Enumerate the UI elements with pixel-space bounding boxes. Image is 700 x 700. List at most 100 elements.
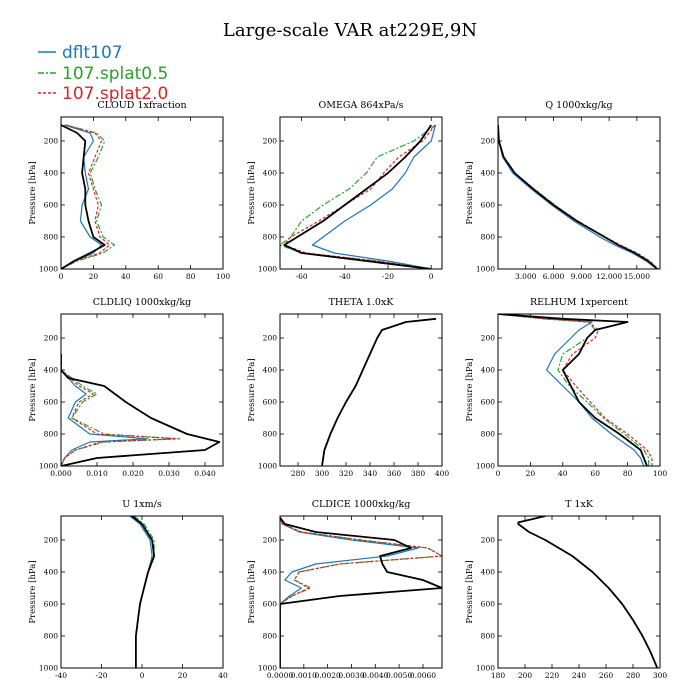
series-line-splat20 <box>517 516 658 668</box>
y-tick-label: 600 <box>481 600 496 609</box>
series-line-dflt107 <box>280 517 419 668</box>
y-tick-label: 400 <box>481 568 496 577</box>
series-line-dflt107 <box>321 318 437 466</box>
series-line-dflt107 <box>129 516 153 668</box>
plot-frame <box>279 116 443 270</box>
panel-title: Q 1000xkg/kg <box>545 100 612 111</box>
series-line-splat05 <box>498 124 659 269</box>
plot-frame <box>497 515 661 669</box>
x-tick-label: 0.030 <box>158 469 180 478</box>
x-tick-label: -60 <box>296 272 308 281</box>
x-tick-label: 20 <box>178 671 188 680</box>
x-tick-label: 60 <box>153 272 163 281</box>
x-tick-label: 0.0020 <box>315 671 341 680</box>
x-tick-label: 300 <box>315 469 330 478</box>
y-tick-label: 200 <box>44 137 59 146</box>
x-tick-label: 360 <box>387 469 402 478</box>
y-tick-label: 400 <box>44 169 59 178</box>
series-line-splat05 <box>517 516 658 668</box>
x-tick-label: 260 <box>599 671 614 680</box>
y-tick-label: 1000 <box>39 664 58 673</box>
x-tick-label: 200 <box>518 671 533 680</box>
panel-7: CLDICE 1000xkg/kg Pressure [hPa] 200 400 600… <box>247 499 443 680</box>
y-tick-label: 1000 <box>39 462 58 471</box>
y-tick-label: 800 <box>481 430 496 439</box>
y-tick-label: 600 <box>44 201 59 210</box>
series-line-splat20 <box>61 124 111 269</box>
y-tick-label: 1000 <box>258 462 277 471</box>
x-tick-label: 9.000 <box>571 272 593 281</box>
y-tick-label: 400 <box>263 169 278 178</box>
x-tick-label: 400 <box>435 469 450 478</box>
y-tick-label: 800 <box>481 632 496 641</box>
y-tick-label: 800 <box>44 430 59 439</box>
panel-1: OMEGA 864xPa/s Pressure [hPa] 200 400 600 800… <box>247 100 443 281</box>
series-line-dflt107 <box>498 314 645 466</box>
series-group <box>280 517 442 668</box>
x-tick-label: 340 <box>363 469 378 478</box>
y-tick-label: 1000 <box>476 664 495 673</box>
series-line-control <box>280 517 442 668</box>
plot-frame <box>497 116 661 270</box>
y-tick-label: 200 <box>481 334 496 343</box>
series-line-control <box>283 124 432 269</box>
y-tick-label: 400 <box>263 366 278 375</box>
x-tick-label: 280 <box>626 671 641 680</box>
series-line-control <box>131 516 156 668</box>
panel-title: U 1xm/s <box>122 499 162 510</box>
series-line-dflt107 <box>61 124 103 269</box>
series-line-control <box>498 124 658 269</box>
legend-label: dflt107 <box>62 43 123 63</box>
plot-frame <box>497 313 661 467</box>
plot-frame <box>60 515 224 669</box>
y-axis-label: Pressure [hPa] <box>28 358 38 421</box>
y-tick-label: 600 <box>481 398 496 407</box>
series-group <box>321 317 437 466</box>
series-line-dflt107 <box>517 516 658 668</box>
y-tick-label: 600 <box>263 201 278 210</box>
figure-title: Large-scale VAR at229E,9N <box>223 20 477 41</box>
y-tick-label: 200 <box>481 137 496 146</box>
series-group <box>280 124 437 269</box>
series-line-splat05 <box>321 318 437 466</box>
x-tick-label: 12.000 <box>596 272 622 281</box>
y-tick-label: 400 <box>481 366 496 375</box>
panel-title: RELHUM 1xpercent <box>530 297 628 308</box>
y-tick-label: 1000 <box>476 462 495 471</box>
series-line-dflt107 <box>498 124 658 269</box>
y-tick-label: 600 <box>44 398 59 407</box>
y-tick-label: 400 <box>481 169 496 178</box>
series-line-dflt107 <box>61 354 148 466</box>
y-tick-label: 800 <box>263 430 278 439</box>
y-tick-label: 200 <box>263 137 278 146</box>
series-line-control <box>61 354 221 466</box>
y-tick-label: 800 <box>44 632 59 641</box>
y-tick-label: 200 <box>263 536 278 545</box>
y-axis-label: Pressure [hPa] <box>247 560 257 623</box>
x-tick-label: 0 <box>140 671 145 680</box>
x-tick-label: 0 <box>59 272 64 281</box>
y-axis-label: Pressure [hPa] <box>465 560 475 623</box>
series-line-control <box>321 317 437 466</box>
y-axis-label: Pressure [hPa] <box>28 161 38 224</box>
x-tick-label: 0.020 <box>122 469 144 478</box>
panel-3: CLDLIQ 1000xkg/kg Pressure [hPa] 200 400 600… <box>28 297 224 478</box>
panel-2: Q 1000xkg/kg Pressure [hPa] 200 400 600 800 10… <box>465 100 661 281</box>
x-tick-label: -20 <box>95 671 107 680</box>
series-line-splat05 <box>61 354 181 466</box>
x-tick-label: 0.0000 <box>267 671 293 680</box>
y-tick-label: 600 <box>44 600 59 609</box>
y-tick-label: 200 <box>44 536 59 545</box>
panel-title: CLDICE 1000xkg/kg <box>312 499 411 510</box>
y-tick-label: 200 <box>44 334 59 343</box>
y-tick-label: 800 <box>263 233 278 242</box>
y-tick-label: 800 <box>263 632 278 641</box>
y-tick-label: 600 <box>263 600 278 609</box>
x-tick-label: 40 <box>121 272 131 281</box>
x-tick-label: 100 <box>653 469 668 478</box>
x-tick-label: 15.000 <box>624 272 650 281</box>
